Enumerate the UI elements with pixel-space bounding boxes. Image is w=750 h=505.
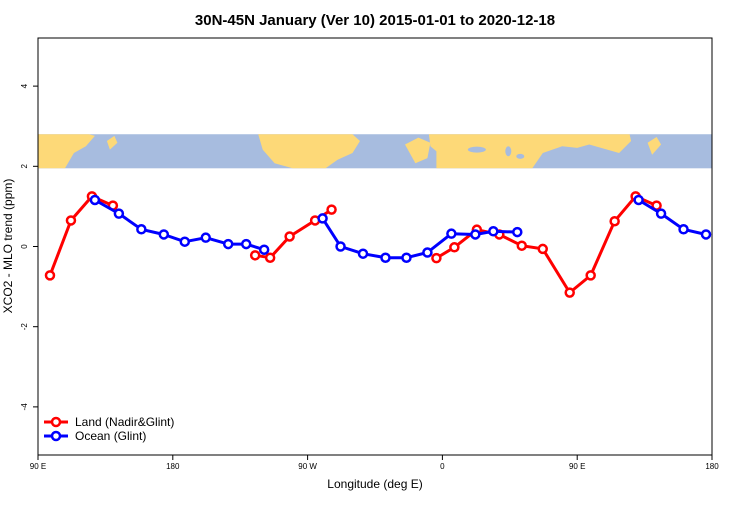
data-point-ocean	[633, 194, 644, 206]
map-sea-2	[516, 153, 525, 159]
legend-marker	[50, 416, 62, 428]
data-point-ocean	[446, 228, 457, 239]
chart-title: 30N-45N January (Ver 10) 2015-01-01 to 2…	[195, 12, 555, 29]
data-point-ocean	[136, 224, 147, 235]
data-point-land	[564, 287, 575, 298]
legend: Land (Nadir&Glint)Ocean (Glint)	[44, 415, 174, 443]
plot-frame	[37, 37, 713, 456]
x-tick-label: 90 W	[298, 462, 317, 471]
map-land-5	[647, 137, 662, 155]
series-ocean	[89, 194, 712, 263]
world-map-band	[38, 134, 712, 169]
y-tick-label: 0	[20, 244, 29, 249]
y-tick-label: 2	[20, 164, 29, 169]
data-point-ocean	[179, 236, 191, 247]
data-point-land	[431, 252, 442, 264]
data-point-ocean	[357, 248, 369, 259]
x-tick-label: 0	[440, 462, 445, 471]
series-ocean-line-1	[321, 217, 518, 260]
data-point-ocean	[200, 232, 212, 243]
y-axis-label: XCO2 - MLO trend (ppm)	[1, 179, 15, 314]
series-land-line-2	[435, 194, 658, 295]
data-point-ocean	[470, 229, 481, 240]
x-axis-label: Longitude (deg E)	[327, 477, 422, 491]
y-tick-label: -2	[20, 323, 29, 331]
data-point-land	[65, 215, 77, 226]
data-point-land	[326, 204, 337, 215]
data-point-ocean	[258, 244, 270, 255]
data-point-ocean	[700, 229, 712, 240]
x-tick-label: 180	[705, 462, 719, 471]
map-land-0	[38, 134, 95, 169]
series-ocean-line-2	[637, 198, 707, 236]
map-land-3	[405, 137, 431, 164]
map-land-2	[258, 134, 360, 169]
series-land	[44, 191, 662, 298]
map-land-4	[428, 134, 632, 169]
data-point-ocean	[512, 226, 523, 238]
data-point-ocean	[422, 247, 433, 258]
data-point-land	[516, 240, 528, 251]
y-tick-label: -4	[20, 403, 29, 411]
series-ocean-line-0	[94, 198, 265, 252]
x-tick-label: 180	[166, 462, 180, 471]
data-point-ocean	[240, 238, 252, 250]
data-point-ocean	[488, 226, 499, 237]
data-point-land	[44, 270, 56, 281]
data-point-land	[249, 250, 261, 261]
data-point-land	[449, 242, 460, 253]
data-point-land	[537, 243, 549, 255]
data-point-ocean	[222, 238, 234, 250]
map-sea-0	[467, 146, 486, 153]
data-point-ocean	[158, 229, 170, 240]
data-point-ocean	[113, 208, 125, 219]
map-land-1	[106, 135, 118, 150]
legend-marker	[50, 430, 62, 442]
data-point-ocean	[380, 252, 391, 263]
data-point-land	[609, 215, 620, 227]
data-point-ocean	[317, 213, 328, 224]
legend-label: Ocean (Glint)	[75, 429, 146, 443]
data-point-ocean	[655, 208, 667, 219]
data-point-ocean	[335, 241, 346, 252]
data-point-ocean	[89, 194, 101, 206]
x-tick-label: 90 E	[569, 462, 585, 471]
data-point-land	[585, 270, 596, 281]
data-point-land	[264, 252, 276, 263]
data-point-ocean	[678, 224, 689, 235]
data-point-land	[284, 231, 295, 242]
data-point-ocean	[401, 252, 412, 263]
x-tick-label: 90 E	[30, 462, 46, 471]
y-tick-label: 4	[20, 83, 29, 88]
series-land-line-0	[48, 194, 114, 276]
legend-label: Land (Nadir&Glint)	[75, 415, 174, 429]
map-sea-1	[505, 146, 512, 157]
